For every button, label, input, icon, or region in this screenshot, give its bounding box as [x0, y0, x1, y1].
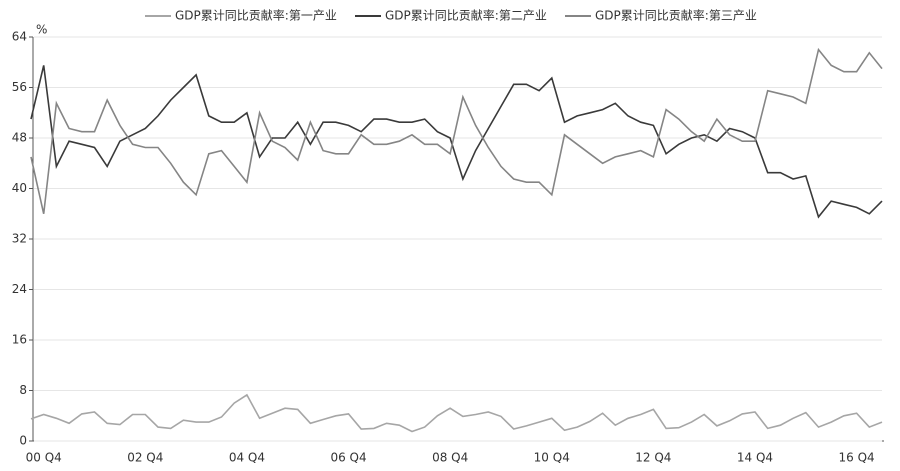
x-tick-label: 02 Q4	[127, 451, 163, 465]
x-tick-label: 10 Q4	[534, 451, 570, 465]
y-tick-label: 56	[12, 80, 27, 94]
x-tick-label: 14 Q4	[737, 451, 773, 465]
series-line	[30, 47, 883, 214]
x-tick-label: 16 Q4	[839, 451, 875, 465]
x-tick-label: 04 Q4	[229, 451, 265, 465]
x-tick-label: 00 Q4	[26, 451, 62, 465]
y-tick-label: 40	[12, 181, 27, 195]
y-tick-label: 64	[12, 30, 27, 44]
series-line	[30, 393, 883, 433]
y-tick-label: 16	[12, 333, 27, 347]
y-tick-label: 0	[19, 434, 27, 448]
x-tick-label: 06 Q4	[330, 451, 366, 465]
y-unit: %	[36, 23, 47, 37]
legend-label: GDP累计同比贡献率:第一产业	[175, 8, 337, 23]
y-tick-label: 24	[12, 282, 27, 296]
x-tick-label: 08 Q4	[432, 451, 468, 465]
y-tick-label: 32	[12, 232, 27, 246]
legend-label: GDP累计同比贡献率:第三产业	[595, 8, 757, 23]
legend-label: GDP累计同比贡献率:第二产业	[385, 8, 547, 23]
y-tick-label: 48	[12, 131, 27, 145]
y-tick-label: 8	[19, 383, 27, 397]
series-line	[30, 65, 883, 219]
x-tick-label: 12 Q4	[635, 451, 671, 465]
